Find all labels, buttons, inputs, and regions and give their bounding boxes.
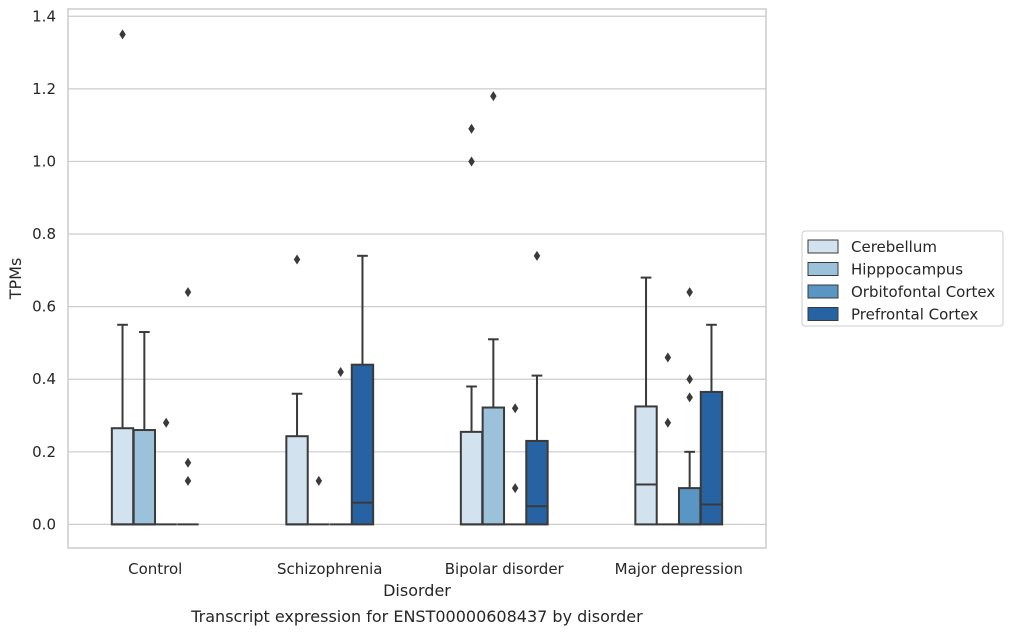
box-iqr <box>110 427 135 526</box>
outlier-point <box>511 403 519 414</box>
y-tick-label: 0.4 <box>32 370 56 388</box>
outlier-point <box>162 417 170 428</box>
legend-item: Hipppocampus <box>807 261 963 279</box>
y-tick-label: 0.6 <box>32 298 56 316</box>
y-tick-labels: 0.0 0.2 0.4 0.6 0.8 1.0 1.2 1.4 <box>32 7 56 533</box>
outlier-point <box>184 457 192 468</box>
box-iqr <box>350 363 375 526</box>
x-tick-label: Bipolar disorder <box>445 560 565 578</box>
box-iqr <box>699 390 724 526</box>
outlier-point <box>686 287 693 298</box>
box-hipppocampus <box>132 331 157 526</box>
legend-label: Prefrontal Cortex <box>851 306 978 324</box>
outlier-point <box>664 352 672 363</box>
outlier-point <box>664 417 672 428</box>
legend-label: Orbitofontal Cortex <box>851 283 995 301</box>
outlier-point <box>468 156 475 167</box>
legend-frame <box>801 230 1004 327</box>
box-prefrontal-cortex <box>350 254 375 526</box>
y-tick-label: 0.2 <box>32 443 56 461</box>
legend-swatch <box>807 307 839 321</box>
x-axis-label: Disorder <box>383 581 451 600</box>
box-iqr <box>677 487 702 526</box>
box-cerebellum <box>285 392 309 526</box>
legend-swatch <box>807 239 839 254</box>
outlier-point <box>184 287 192 298</box>
outlier-point <box>315 475 323 486</box>
box-iqr <box>481 406 506 526</box>
legend-item: Orbitofontal Cortex <box>807 283 995 301</box>
outlier-point <box>490 91 497 102</box>
box-cerebellum <box>634 276 658 526</box>
box-prefrontal-cortex <box>525 374 549 526</box>
box-iqr <box>634 405 658 526</box>
outlier-point <box>468 123 475 134</box>
box-series <box>110 254 724 526</box>
box-iqr <box>285 435 309 526</box>
legend-label: Cerebellum <box>851 238 937 256</box>
outlier-points <box>119 29 693 494</box>
y-axis-label: TPMs <box>6 258 25 301</box>
legend-swatch <box>807 262 839 276</box>
outlier-point <box>293 254 301 265</box>
grid-lines <box>68 15 766 526</box>
y-tick-label: 1.4 <box>32 7 56 25</box>
y-tick-label: 0.0 <box>32 515 56 533</box>
legend-label: Hipppocampus <box>851 261 963 279</box>
box-iqr <box>525 439 549 526</box>
y-tick-label: 0.8 <box>32 225 56 243</box>
box-prefrontal-cortex <box>699 323 724 526</box>
x-tick-label: Control <box>128 560 182 578</box>
outlier-point <box>686 374 693 385</box>
y-tick-label: 1.2 <box>32 80 56 98</box>
legend: Cerebellum Hipppocampus Orbitofontal Corte… <box>801 230 1004 327</box>
outlier-point <box>686 392 693 403</box>
chart-caption: Transcript expression for ENST0000060843… <box>190 607 643 626</box>
x-tick-label: Major depression <box>615 560 743 578</box>
legend-item: Cerebellum <box>807 238 937 256</box>
outlier-point <box>119 29 126 40</box>
plot-area-frame <box>67 8 767 549</box>
x-tick-label: Schizophrenia <box>277 560 382 578</box>
box-cerebellum <box>110 323 135 526</box>
box-orbitofontal-cortex <box>677 450 702 526</box>
box-hipppocampus <box>481 338 506 526</box>
legend-swatch <box>807 284 839 299</box>
outlier-point <box>184 475 192 486</box>
outlier-point <box>337 366 344 377</box>
legend-item: Prefrontal Cortex <box>807 306 978 324</box>
y-tick-label: 1.0 <box>32 152 56 170</box>
box-iqr <box>132 429 157 526</box>
box-cerebellum <box>459 385 484 526</box>
outlier-point <box>533 250 541 261</box>
x-tick-labels: Control Schizophrenia Bipolar disorder Majo… <box>128 560 743 578</box>
box-iqr <box>459 430 484 526</box>
outlier-point <box>511 483 519 494</box>
